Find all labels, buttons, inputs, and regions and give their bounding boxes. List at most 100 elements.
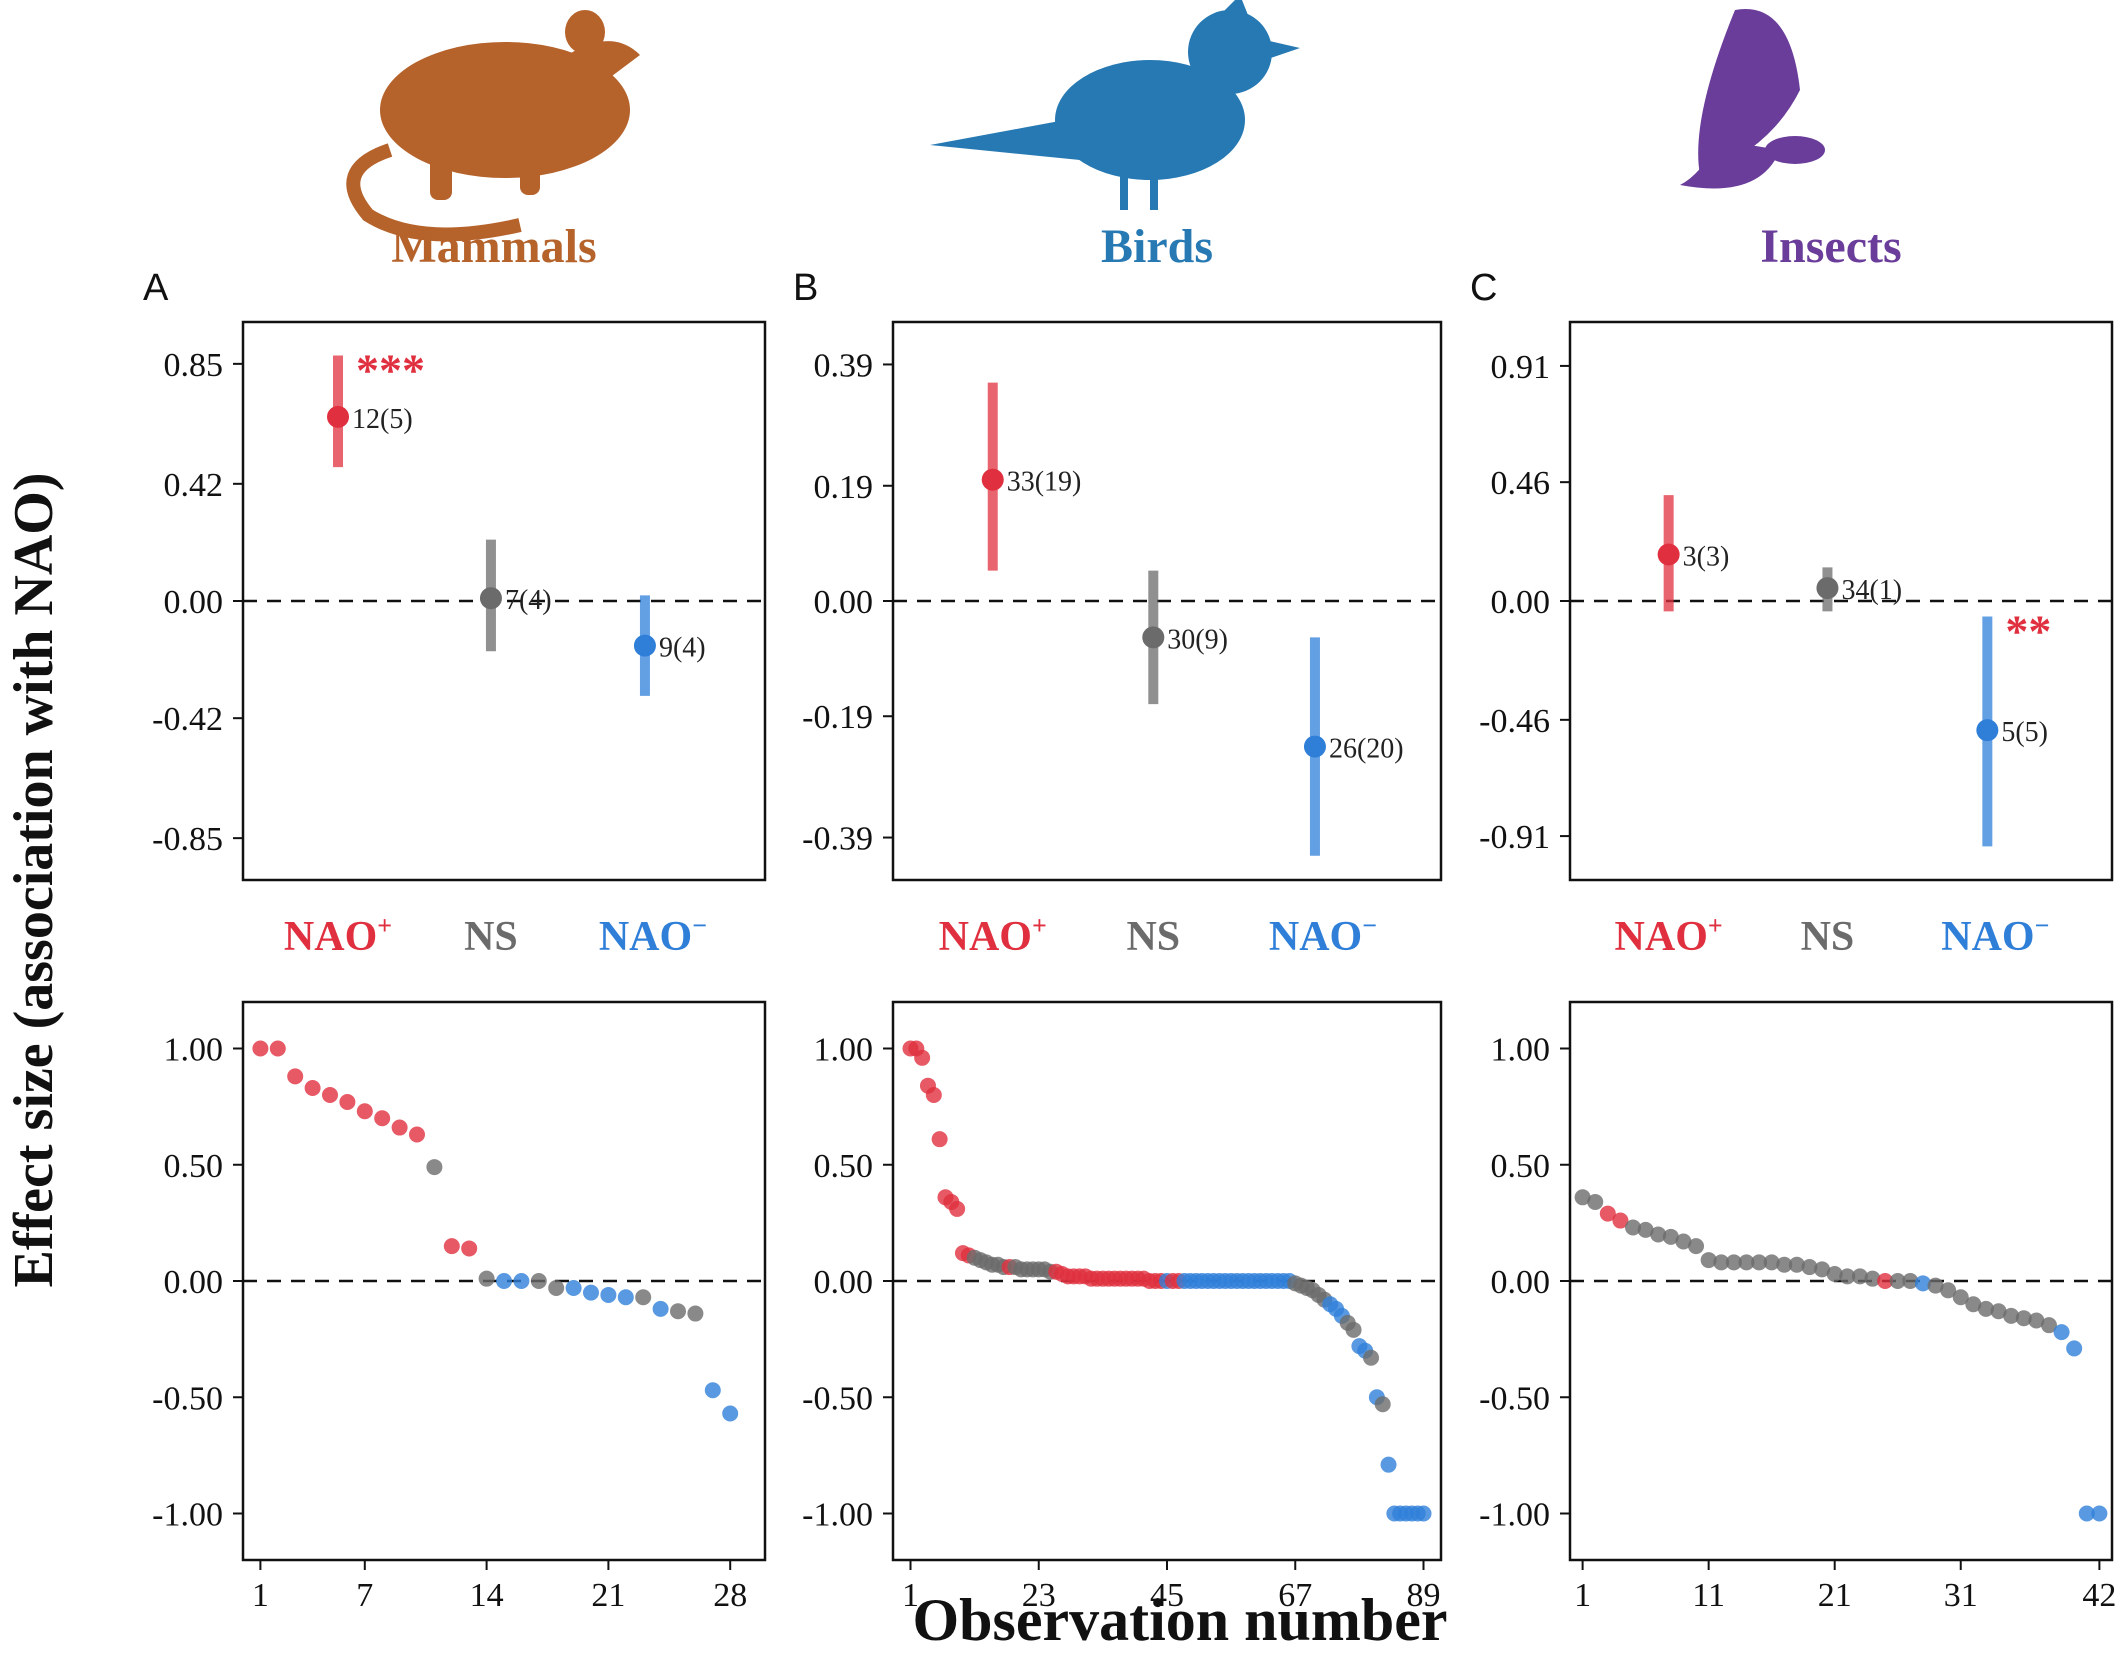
- scatter-point: [478, 1270, 495, 1287]
- scatter-point: [1662, 1228, 1679, 1245]
- y-tick-label: 0.00: [164, 1264, 224, 1301]
- group-label-ns: NS: [1126, 914, 1180, 960]
- group-label-text: NAO: [1269, 914, 1362, 960]
- y-tick-label: 0.85: [164, 347, 224, 384]
- group-label-ns: NS: [1801, 914, 1855, 960]
- group-label-nao-pos: NAO+: [1615, 911, 1723, 960]
- scatter-point: [1751, 1254, 1768, 1271]
- scatter-point: [1839, 1268, 1856, 1285]
- scatter-point: [530, 1273, 547, 1289]
- scatter-point: [2053, 1324, 2070, 1341]
- scatter-point: [1851, 1268, 1868, 1285]
- effect-point: [981, 468, 1004, 491]
- y-tick-label: -0.46: [1479, 703, 1550, 740]
- x-tick-label: 1: [252, 1577, 269, 1614]
- x-axis-label: Observation number: [912, 1587, 1447, 1653]
- taxon-title: Insects: [1760, 220, 1901, 273]
- sample-size-label: 12(5): [352, 404, 413, 435]
- scatter-point: [914, 1049, 931, 1066]
- y-tick-label: -0.19: [802, 699, 873, 736]
- effect-point: [479, 587, 502, 610]
- group-label-text: NAO: [284, 914, 377, 960]
- y-tick-label: 0.39: [814, 347, 874, 384]
- scatter-point: [1814, 1261, 1831, 1278]
- panel-c: Insects C 0.91 0.46 0.00 -0.46 -0.91 3(3) 34(1) 5…: [1470, 220, 2116, 1614]
- x-tick-label: 11: [1692, 1577, 1725, 1614]
- y-tick-label: 1.00: [164, 1032, 224, 1069]
- group-label-nao-pos: NAO+: [939, 911, 1047, 960]
- scatter-point: [1415, 1505, 1432, 1522]
- scatter-point: [1763, 1254, 1780, 1271]
- y-tick-label: -0.91: [1479, 819, 1550, 856]
- effect-point: [1303, 735, 1326, 758]
- scatter-point: [356, 1103, 373, 1120]
- group-label-sup: −: [692, 911, 707, 940]
- bird-icon: [930, 0, 1300, 210]
- y-tick-label: 0.00: [164, 584, 224, 621]
- scatter-point: [652, 1300, 669, 1317]
- effect-point: [633, 634, 656, 657]
- x-tick-label: 21: [1818, 1577, 1852, 1614]
- y-tick-label: 0.91: [1491, 349, 1551, 386]
- scatter-point: [1725, 1254, 1742, 1271]
- scatter-point: [443, 1238, 460, 1255]
- scatter-point: [1940, 1282, 1957, 1299]
- scatter-point: [2015, 1310, 2032, 1327]
- group-label-text: NAO: [939, 914, 1032, 960]
- x-tick-label: 89: [1407, 1577, 1441, 1614]
- rat-icon: [346, 10, 640, 242]
- y-tick-label: 0.00: [1491, 584, 1551, 621]
- x-tick-label: 67: [1278, 1577, 1312, 1614]
- scatter-point: [687, 1305, 704, 1322]
- y-tick-label: 0.42: [164, 467, 224, 504]
- group-label-ns: NS: [464, 914, 518, 960]
- group-label-text: NAO: [1615, 914, 1708, 960]
- scatter-point: [949, 1200, 966, 1217]
- scatter-point: [670, 1303, 686, 1320]
- y-tick-label: -1.00: [152, 1497, 223, 1534]
- group-label-nao-neg: NAO−: [1941, 911, 2049, 960]
- scatter-point: [1990, 1303, 2007, 1320]
- scatter-point: [496, 1273, 512, 1289]
- sample-size-label: 3(3): [1683, 542, 1730, 573]
- taxon-title: Mammals: [391, 220, 596, 273]
- y-tick-label: -0.50: [152, 1380, 223, 1417]
- scatter-point: [722, 1405, 739, 1422]
- group-label-text: NAO: [1941, 914, 2034, 960]
- scatter-point: [1826, 1266, 1843, 1283]
- scatter-point: [1889, 1273, 1906, 1289]
- scatter-point: [269, 1040, 286, 1057]
- scatter-point: [1363, 1349, 1380, 1366]
- effect-point: [1976, 719, 1999, 742]
- y-tick-label: 0.00: [814, 584, 874, 621]
- significance-stars: ***: [356, 344, 425, 395]
- scatter-point: [2003, 1307, 2020, 1324]
- sample-size-label: 7(4): [505, 585, 552, 616]
- y-tick-label: 0.50: [814, 1148, 874, 1185]
- sample-size-label: 30(9): [1167, 624, 1228, 655]
- significance-stars: **: [2005, 606, 2051, 657]
- y-tick-label: -0.50: [802, 1380, 873, 1417]
- effect-point: [1657, 543, 1680, 566]
- y-axis-label: Effect size (association with NAO): [3, 473, 65, 1288]
- scatter-point: [322, 1087, 338, 1103]
- x-tick-label: 42: [2082, 1577, 2116, 1614]
- scatter-point: [391, 1119, 408, 1136]
- scatter-point: [1977, 1300, 1994, 1317]
- y-tick-label: 0.00: [1491, 1264, 1551, 1301]
- y-tick-label: -1.00: [802, 1497, 873, 1534]
- scatter-point: [1914, 1275, 1931, 1292]
- scatter-point: [1877, 1273, 1894, 1289]
- y-tick-label: -0.85: [152, 821, 223, 858]
- scatter-point: [2040, 1317, 2057, 1334]
- scatter-point: [461, 1240, 478, 1257]
- scatter-point: [2078, 1505, 2095, 1522]
- scatter-point: [1599, 1205, 1616, 1222]
- x-tick-label: 7: [356, 1577, 373, 1614]
- scatter-point: [1675, 1233, 1692, 1250]
- butterfly-icon: [1680, 9, 1825, 189]
- group-label-nao-neg: NAO−: [599, 911, 707, 960]
- x-tick-label: 14: [470, 1577, 504, 1614]
- scatter-point: [304, 1080, 321, 1097]
